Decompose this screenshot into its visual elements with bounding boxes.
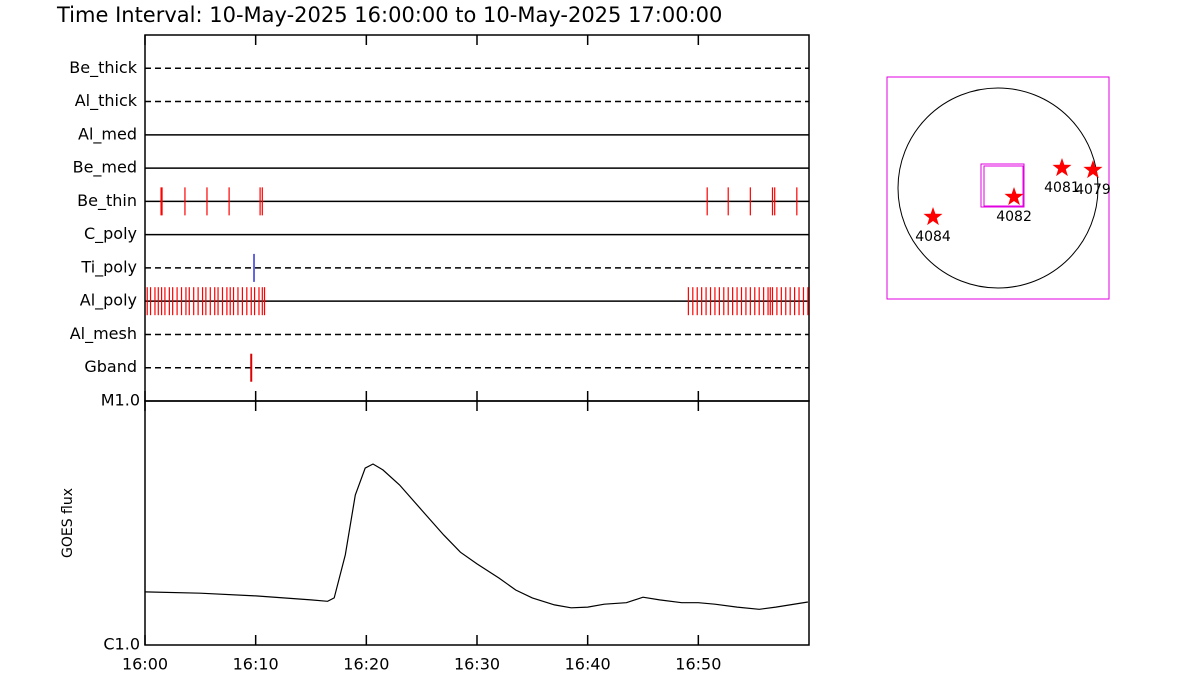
row-label: Ti_poly <box>80 257 137 277</box>
row-label: Al_thick <box>75 91 138 111</box>
ar-star <box>1004 187 1024 206</box>
row-label: Al_med <box>78 124 137 144</box>
row-label: Gband <box>84 357 137 376</box>
fov-box <box>980 163 1025 208</box>
x-tick-label: 16:00 <box>122 655 168 674</box>
ar-label: 4082 <box>996 209 1032 225</box>
x-tick-label: 16:40 <box>565 655 611 674</box>
ar-star <box>1083 160 1103 179</box>
row-label: Al_poly <box>80 291 137 311</box>
x-tick-label: 16:50 <box>675 655 721 674</box>
chart-title: Time Interval: 10-May-2025 16:00:00 to 1… <box>56 3 722 27</box>
ar-label: 4079 <box>1075 182 1111 198</box>
fov-box <box>983 165 1024 207</box>
ar-label: 4081 <box>1044 180 1080 196</box>
row-label: Be_thick <box>69 58 137 78</box>
row-label: C_poly <box>84 224 137 244</box>
goes-curve <box>144 463 808 610</box>
y-tick-label: C1.0 <box>103 635 140 654</box>
x-tick-label: 16:10 <box>233 655 279 674</box>
x-tick-label: 16:20 <box>343 655 389 674</box>
row-label: Be_thin <box>77 191 137 211</box>
row-label: Al_mesh <box>70 324 137 344</box>
ar-label: 4084 <box>915 229 951 245</box>
goes-frame <box>144 400 810 646</box>
row-label: Be_med <box>73 158 137 178</box>
y-tick-label: M1.0 <box>101 391 140 410</box>
map-frame <box>886 76 1110 300</box>
ar-star <box>1052 158 1072 177</box>
y-axis-label: GOES flux <box>60 488 76 558</box>
ar-star <box>923 207 943 226</box>
x-tick-label: 16:30 <box>454 655 500 674</box>
filter-frame <box>144 34 810 402</box>
solar-disk <box>897 87 1099 289</box>
